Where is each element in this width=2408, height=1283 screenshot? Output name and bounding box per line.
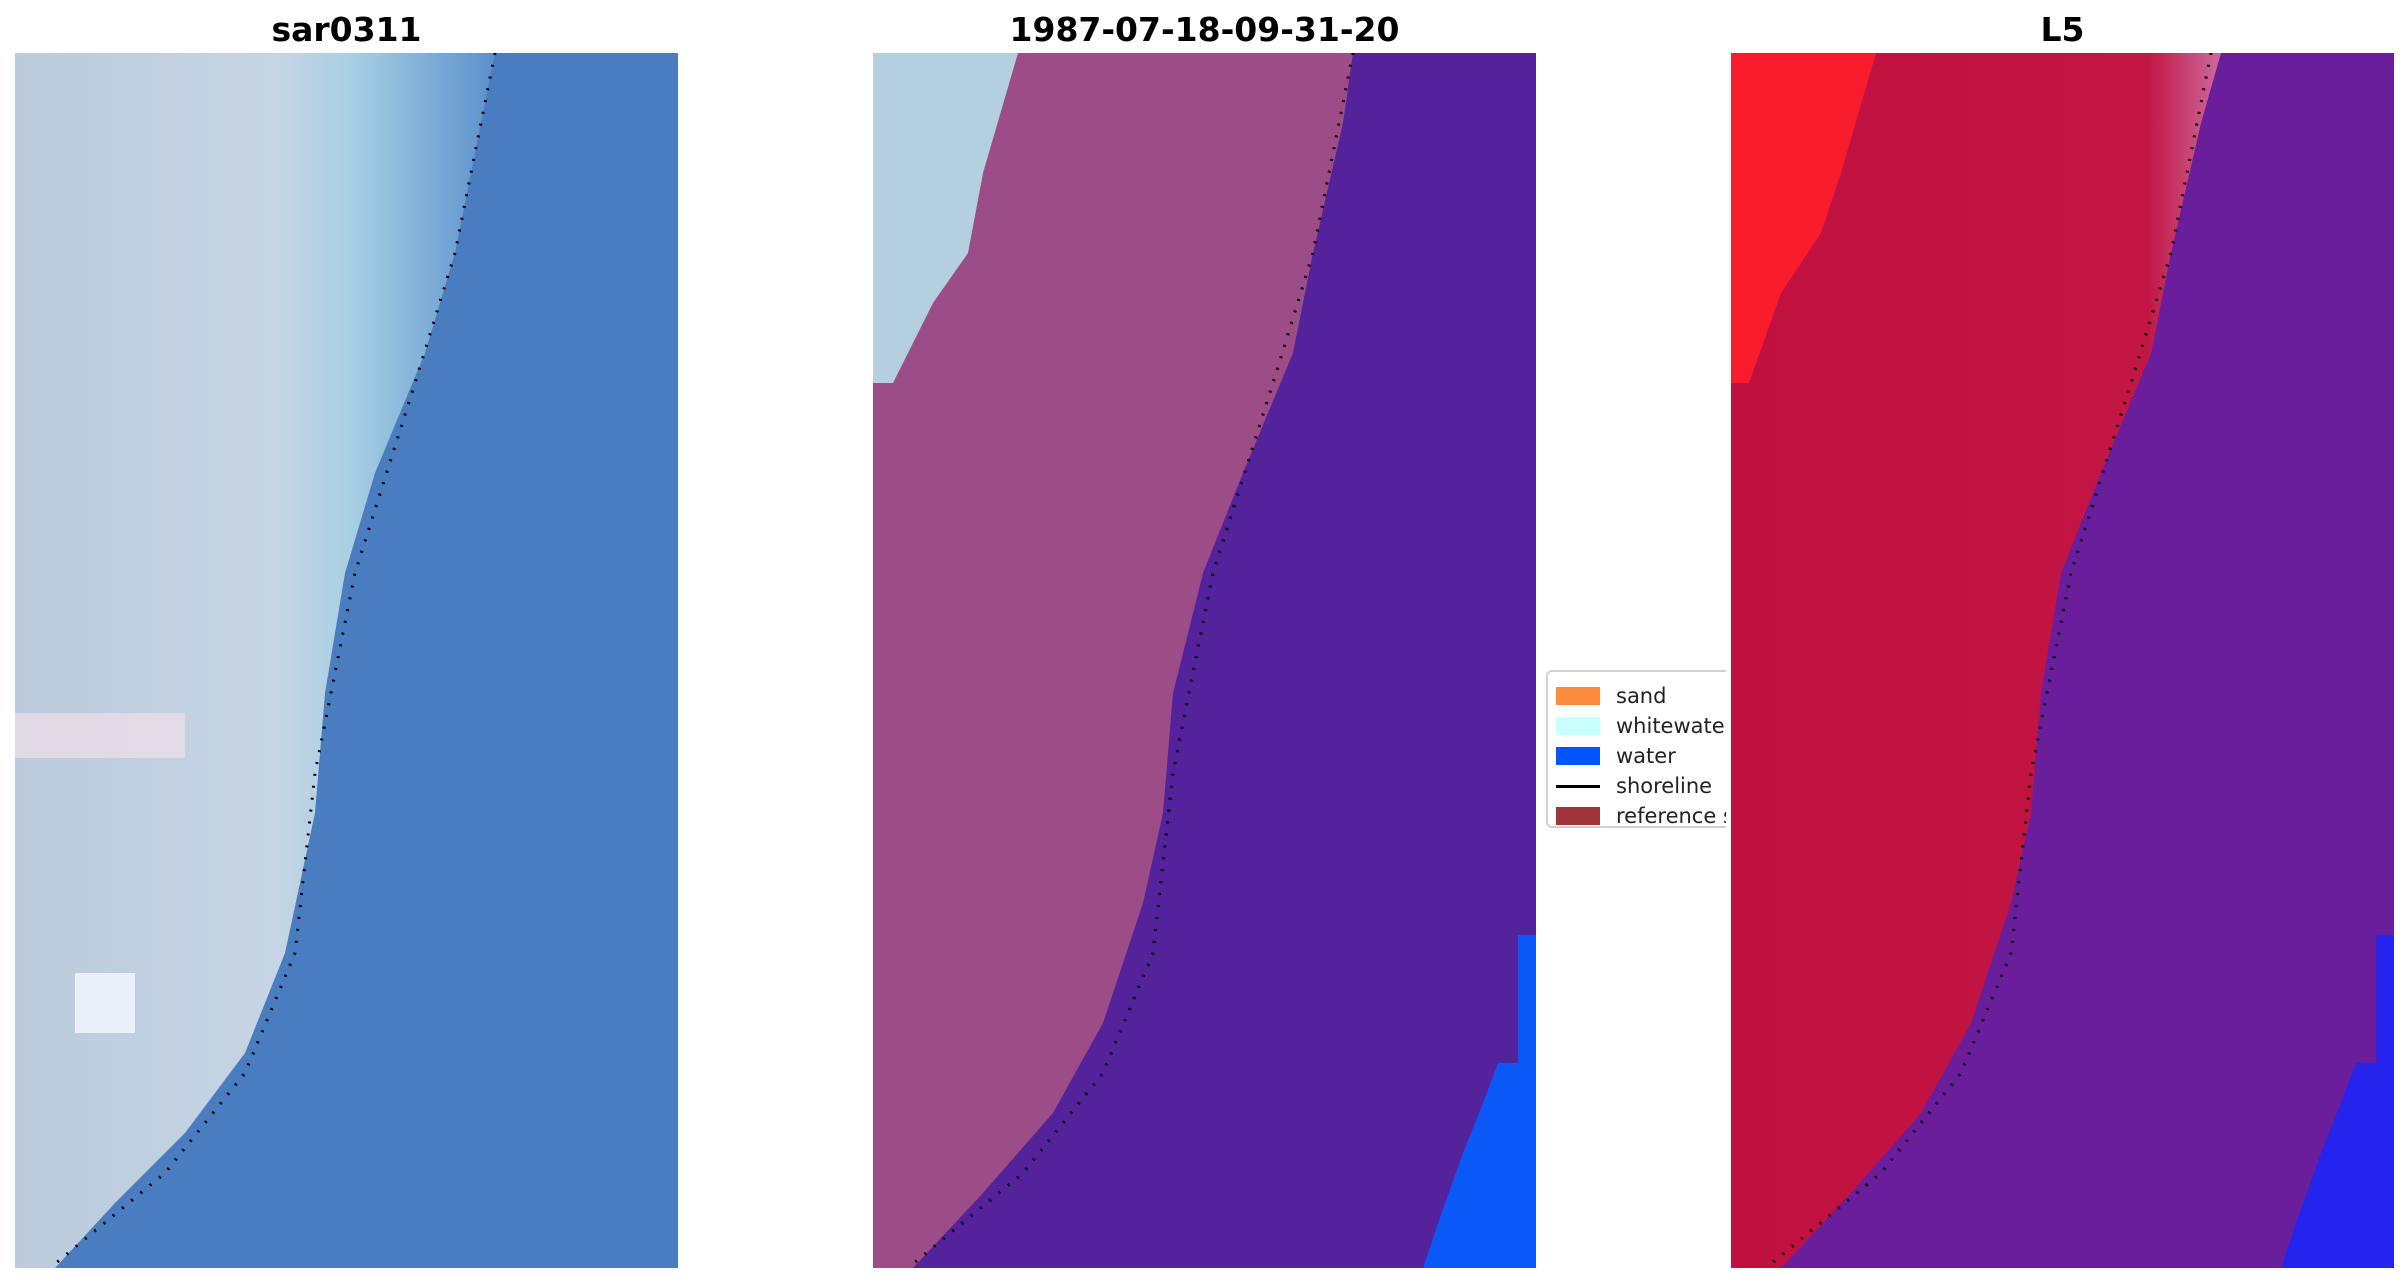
legend-label: sand <box>1616 684 1667 708</box>
index-image <box>1731 53 2394 1268</box>
land-area <box>15 53 495 1268</box>
legend-label: whitewater <box>1616 714 1726 738</box>
water-swatch <box>1556 747 1600 765</box>
legend-label: shoreline <box>1616 774 1713 798</box>
sand-swatch <box>1556 687 1600 705</box>
panel-title-classification: 1987-07-18-09-31-20 <box>1009 10 1400 49</box>
water-index-bright <box>2281 935 2394 1268</box>
legend-label: reference s <box>1616 804 1726 828</box>
panel-title-rgb: sar0311 <box>271 10 422 49</box>
legend-label: water <box>1616 744 1676 768</box>
sand-index-area <box>1731 53 2221 1268</box>
shoreline-line <box>1556 784 1600 788</box>
legend-item-shoreline: shoreline <box>1556 772 1712 800</box>
rgb-image <box>15 53 678 1268</box>
reference-swatch <box>1556 807 1600 825</box>
legend-item-sand: sand <box>1556 682 1666 710</box>
whitewater-overlay <box>873 53 1018 383</box>
classification-image <box>873 53 1536 1268</box>
legend-item-whitewater: whitewater <box>1556 712 1726 740</box>
legend-item-reference: reference s <box>1556 802 1726 828</box>
water-class-area <box>1423 935 1536 1268</box>
legend-item-water: water <box>1556 742 1676 770</box>
legend: sand whitewater water shoreline referenc… <box>1546 670 1726 828</box>
whitewater-swatch <box>1556 717 1600 735</box>
panel-title-index: L5 <box>2040 10 2085 49</box>
sand-index-bright <box>1731 53 1876 383</box>
sand-overlay <box>873 53 1353 1268</box>
